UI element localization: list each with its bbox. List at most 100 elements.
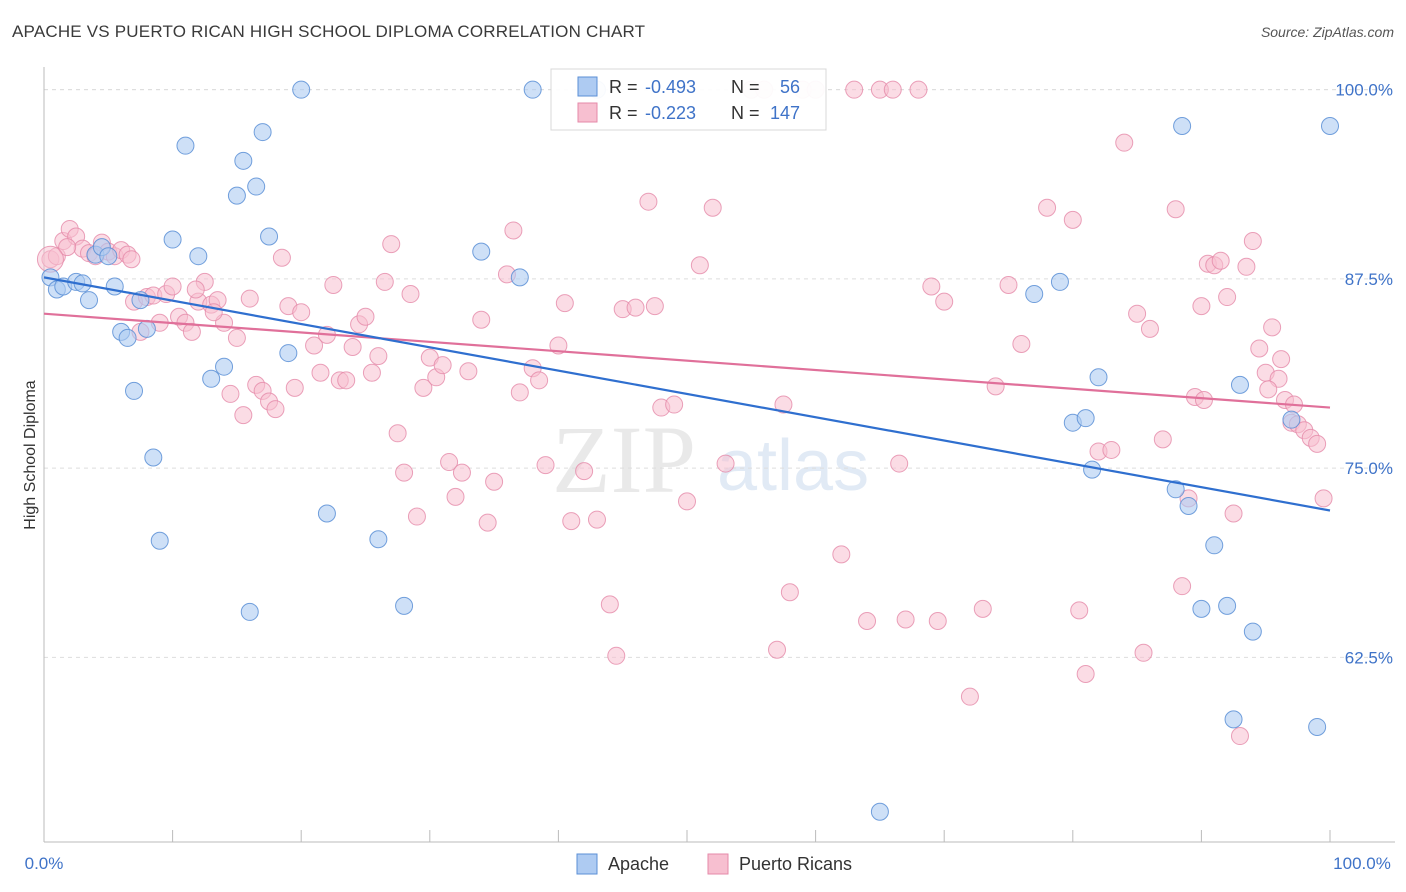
pr-point [266,400,285,419]
pr-point [414,378,433,397]
pr-point [600,595,619,614]
pr-point [395,463,414,482]
pr-point [452,463,471,482]
pr-point [305,336,324,355]
pr-point [1076,664,1095,683]
apache-point [176,136,195,155]
apache-point [1192,599,1211,618]
apache-point [395,596,414,615]
apache-point [215,357,234,376]
pr-point [1012,334,1031,353]
apache-point [1230,375,1249,394]
pr-point [1102,440,1121,459]
legend-pr-swatch [577,102,598,123]
pr-point [935,292,954,311]
pr-point [186,280,205,299]
pr-point [1166,200,1185,219]
apache-point [144,448,163,467]
pr-point [504,221,523,240]
pr-point [369,347,388,366]
apache-point [234,151,253,170]
pr-point [999,275,1018,294]
pr-point [240,289,259,308]
pr-point [922,277,941,296]
pr-point [780,583,799,602]
pr-point [1211,251,1230,270]
pr-point [1218,288,1237,307]
pr-point [716,454,735,473]
pr-point [1063,210,1082,229]
pr-point [774,395,793,414]
y-tick-label: 87.5% [1345,270,1393,289]
pr-point [227,328,246,347]
apache-point [1076,409,1095,428]
apache-point [1205,536,1224,555]
apache-point [80,291,99,310]
pr-point [446,487,465,506]
puerto-ricans-points [36,80,1333,746]
pr-point [832,545,851,564]
legend-pr-r-value: -0.223 [645,103,696,123]
apache-point [150,531,169,550]
legend-apache-swatch [577,76,598,97]
pr-point [1194,390,1213,409]
apache-point [247,177,266,196]
pr-point [549,336,568,355]
pr-point [703,198,722,217]
pr-point [459,362,478,381]
pr-point [678,492,696,511]
pr-point [1243,232,1262,251]
apache-point [1050,272,1069,291]
pr-point [388,424,407,443]
axes [43,67,1395,843]
y-tick-label: 75.0% [1345,459,1393,478]
apache-point [137,319,156,338]
pr-point [1192,297,1211,316]
pr-point [607,646,626,665]
apache-point [202,369,221,388]
watermark-atlas: atlas [717,426,869,506]
pr-point [382,235,401,254]
pr-point [1134,643,1153,662]
pr-point [960,687,979,706]
pr-point [626,298,645,317]
apache-point [105,277,124,296]
apache-point [1089,368,1108,387]
legend-pr-r-label: R = [609,103,638,123]
pr-point [433,356,452,375]
pr-point [401,285,420,304]
pr-trend-line [43,312,1331,409]
pr-point [1237,257,1256,276]
pr-point [562,512,581,531]
apache-point [99,247,118,266]
pr-point [1070,601,1089,620]
pr-point [909,80,928,99]
pr-point [1230,727,1249,746]
pr-point [1128,304,1147,323]
pr-point [986,377,1005,396]
apache-point [1282,410,1301,429]
legend-apache-n-value: 56 [780,77,800,97]
pr-point [375,272,394,291]
chart-title: APACHE VS PUERTO RICAN HIGH SCHOOL DIPLO… [12,22,646,41]
apache-point [125,381,144,400]
pr-point [665,395,684,414]
pr-point [362,363,381,382]
pr-point [292,303,311,322]
pr-point [356,307,375,326]
pr-point [440,453,459,472]
pr-point [485,472,504,491]
legend-bottom-pr-swatch [707,853,729,875]
y-axis-label: High School Diploma [22,380,39,530]
apache-point [1224,710,1243,729]
legend-apache-r-label: R = [609,77,638,97]
pr-point [530,371,549,390]
apache-point [472,242,491,261]
apache-point [292,80,311,99]
y-tick-labels: 62.5% 75.0% 87.5% 100.0% [1335,81,1393,668]
pr-point [1140,319,1159,338]
pr-point [1272,350,1291,369]
watermark-zip: ZIP [552,406,696,513]
apache-point [1166,480,1185,499]
